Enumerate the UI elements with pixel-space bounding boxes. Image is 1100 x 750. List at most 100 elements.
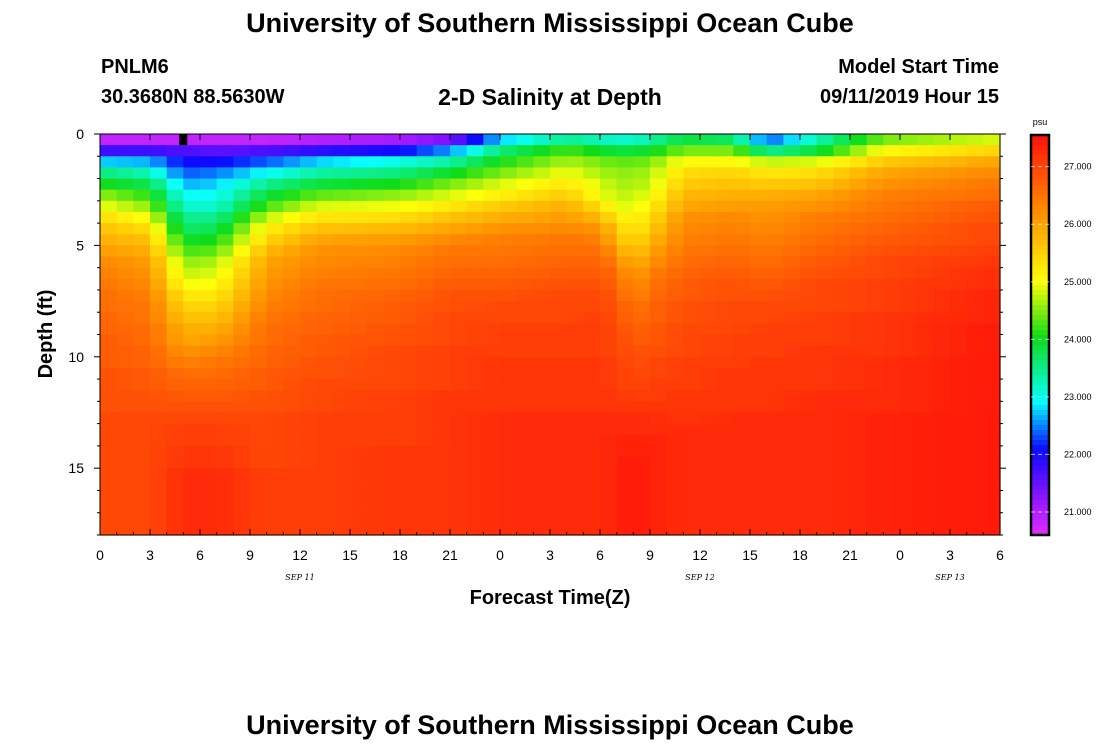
heatmap-cell: [600, 401, 618, 414]
heatmap-cell: [866, 267, 884, 280]
heatmap-cell: [833, 501, 851, 514]
heatmap-cell: [550, 167, 568, 180]
heatmap-cell: [716, 501, 734, 514]
heatmap-cell: [950, 145, 968, 157]
heatmap-cell: [250, 223, 268, 235]
heatmap-cell: [250, 167, 268, 180]
heatmap-cell: [483, 278, 501, 291]
heatmap-cell: [550, 401, 568, 414]
heatmap-cell: [266, 445, 284, 458]
heatmap-cell: [866, 390, 884, 402]
heatmap-cell: [900, 390, 918, 402]
heatmap-cell: [633, 178, 651, 191]
heatmap-cell: [883, 434, 901, 447]
heatmap-cell: [833, 167, 851, 180]
heatmap-cell: [550, 178, 568, 191]
heatmap-cell: [316, 479, 334, 492]
heatmap-cell: [733, 512, 751, 525]
heatmap-cell: [350, 245, 368, 258]
heatmap-cell: [533, 423, 551, 436]
heatmap-cell: [216, 523, 234, 536]
heatmap-cell: [166, 223, 184, 235]
heatmap-cell: [733, 445, 751, 458]
heatmap-cell: [750, 367, 768, 380]
heatmap-cell: [250, 312, 268, 324]
heatmap-cell: [916, 256, 934, 269]
heatmap-cell: [850, 367, 868, 380]
heatmap-cell: [300, 245, 318, 258]
heatmap-cell: [900, 412, 918, 425]
colorbar-tick-label: 22.000: [1064, 449, 1092, 459]
heatmap-cell: [816, 267, 834, 280]
heatmap-cell: [733, 134, 751, 146]
heatmap-cell: [750, 301, 768, 313]
heatmap-cell: [650, 523, 668, 536]
heatmap-cell: [800, 167, 818, 180]
heatmap-cell: [700, 289, 718, 302]
heatmap-cell: [216, 401, 234, 414]
y-tick-label: 10: [68, 349, 84, 365]
heatmap-cell: [633, 245, 651, 258]
heatmap-cell: [233, 468, 251, 480]
heatmap-cell: [666, 145, 684, 157]
heatmap-cell: [183, 390, 201, 402]
heatmap-cell: [200, 178, 218, 191]
heatmap-cell: [616, 189, 634, 202]
heatmap-cell: [400, 345, 418, 358]
heatmap-cell: [550, 267, 568, 280]
heatmap-cell: [383, 256, 401, 269]
heatmap-cell: [666, 189, 684, 202]
heatmap-cell: [116, 390, 134, 402]
heatmap-cell: [983, 167, 1001, 180]
heatmap-cell: [166, 345, 184, 358]
heatmap-cell: [300, 490, 318, 503]
heatmap-cell: [583, 501, 601, 514]
heatmap-cell: [716, 167, 734, 180]
heatmap-cell: [550, 323, 568, 336]
heatmap-cell: [566, 323, 584, 336]
heatmap-cell: [666, 434, 684, 447]
heatmap-cell: [400, 167, 418, 180]
heatmap-cell: [200, 211, 218, 224]
heatmap-cell: [833, 423, 851, 436]
heatmap-cell: [666, 312, 684, 324]
heatmap-cell: [183, 245, 201, 258]
heatmap-cell: [316, 323, 334, 336]
heatmap-cell: [416, 367, 434, 380]
heatmap-cell: [400, 423, 418, 436]
heatmap-cell: [483, 334, 501, 347]
heatmap-cell: [450, 512, 468, 525]
heatmap-cell: [883, 145, 901, 157]
heatmap-cell: [850, 145, 868, 157]
heatmap-cell: [450, 334, 468, 347]
heatmap-cell: [950, 234, 968, 246]
heatmap-cell: [850, 423, 868, 436]
heatmap-cell: [483, 245, 501, 258]
heatmap-cell: [950, 401, 968, 414]
heatmap-cell: [683, 134, 701, 146]
heatmap-cell: [916, 267, 934, 280]
heatmap-cell: [650, 178, 668, 191]
heatmap-cell: [650, 390, 668, 402]
heatmap-cell: [600, 178, 618, 191]
heatmap-cell: [766, 490, 784, 503]
heatmap-cell: [566, 468, 584, 480]
colorbar-segment: [1031, 200, 1049, 206]
heatmap-cell: [250, 189, 268, 202]
heatmap-cell: [950, 412, 968, 425]
heatmap-cell: [550, 156, 568, 169]
heatmap-cell: [566, 256, 584, 269]
heatmap-cell: [366, 223, 384, 235]
heatmap-cell: [133, 468, 151, 480]
heatmap-cell: [183, 267, 201, 280]
heatmap-cell: [250, 390, 268, 402]
heatmap-cell: [583, 390, 601, 402]
heatmap-cell: [166, 312, 184, 324]
heatmap-cell: [866, 523, 884, 536]
heatmap-cell: [883, 211, 901, 224]
heatmap-cell: [233, 234, 251, 246]
heatmap-cell: [450, 445, 468, 458]
heatmap-cell: [966, 512, 984, 525]
heatmap-cell: [533, 412, 551, 425]
x-tick-label: 9: [246, 547, 254, 563]
